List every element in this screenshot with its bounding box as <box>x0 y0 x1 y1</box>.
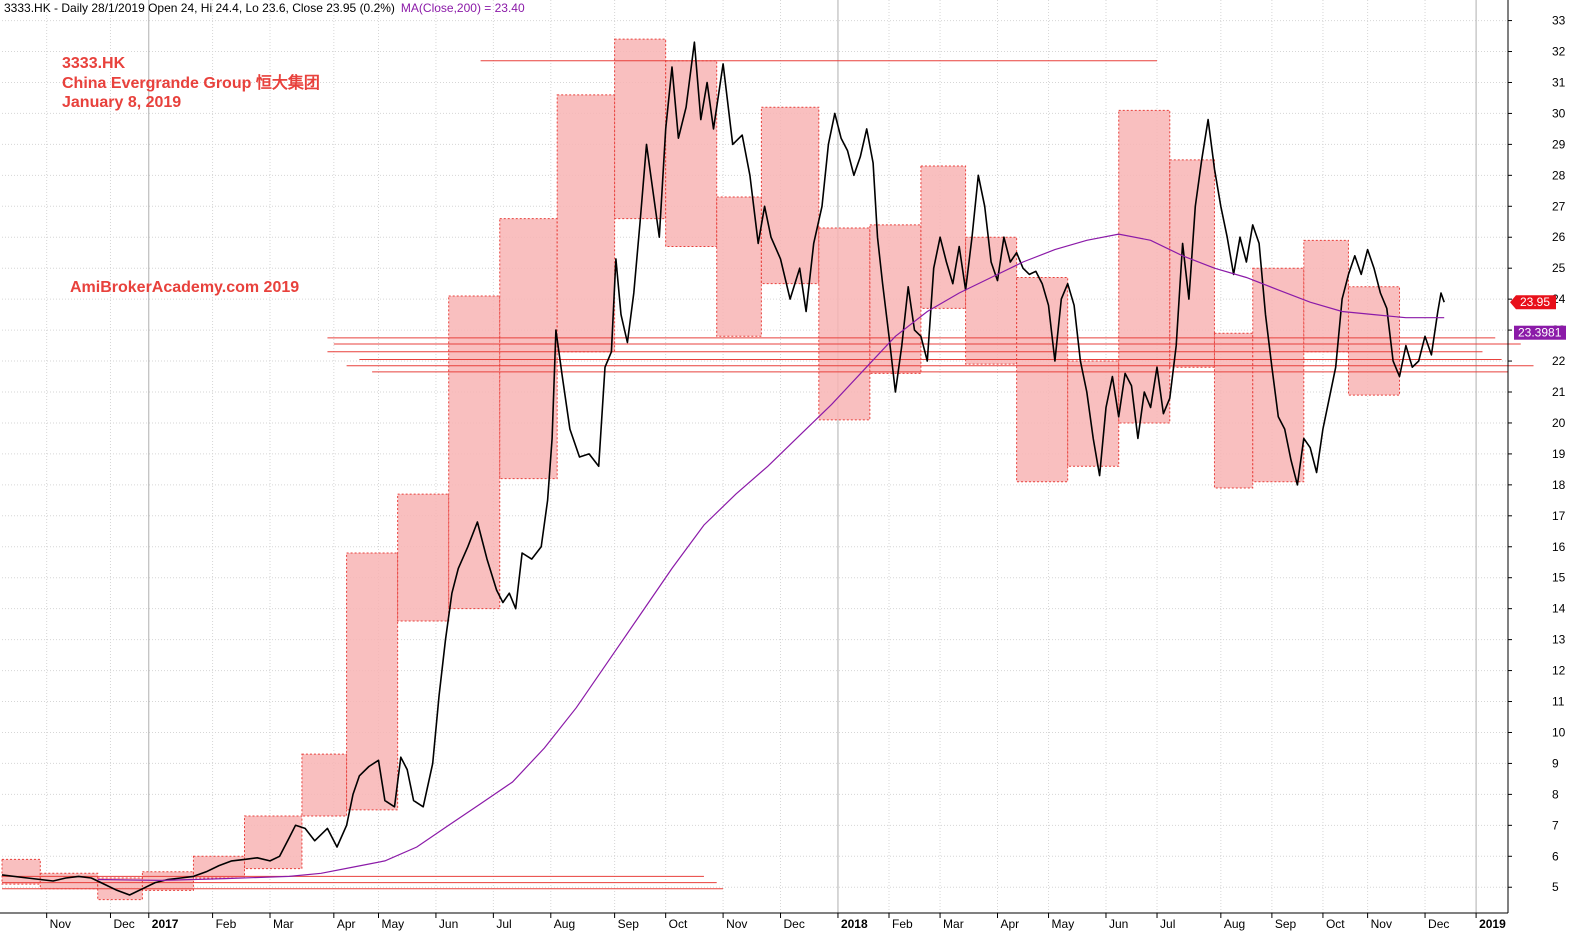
range-box <box>920 165 967 309</box>
y-tick-label: 26 <box>1552 230 1566 244</box>
x-tick-label: Dec <box>784 917 805 931</box>
y-tick-label: 16 <box>1552 540 1566 554</box>
range-box <box>556 94 616 353</box>
x-tick-label: Dec <box>1428 917 1449 931</box>
x-tick-label: May <box>382 917 405 931</box>
range-box <box>141 871 194 891</box>
price-badges: 23.95 23.3981 <box>1510 295 1566 340</box>
y-tick-label: 12 <box>1552 664 1566 678</box>
range-box <box>614 38 667 220</box>
x-tick-year-label: 2019 <box>1479 917 1506 931</box>
x-tick-label: Aug <box>1224 917 1245 931</box>
price-line <box>1 41 1445 896</box>
x-tick-label: Jul <box>496 917 511 931</box>
y-tick-label: 8 <box>1552 787 1559 801</box>
y-tick-label: 27 <box>1552 199 1566 213</box>
x-tick-label: Jul <box>1160 917 1175 931</box>
annotation-company: China Evergrande Group 恒大集团 <box>62 73 320 92</box>
x-tick-label: Sep <box>618 917 640 931</box>
axes <box>0 0 1509 914</box>
ma-value-badge <box>1514 325 1566 340</box>
range-box <box>1067 360 1120 467</box>
support-resistance-lines <box>2 60 1534 890</box>
x-tick-label: Nov <box>726 917 747 931</box>
range-box <box>716 196 762 337</box>
y-tick-label: 31 <box>1552 75 1566 89</box>
x-tick-label: Dec <box>113 917 134 931</box>
y-tick-label: 14 <box>1552 602 1566 616</box>
close-price-badge <box>1510 295 1556 310</box>
range-box <box>818 227 871 421</box>
annotation-date: January 8, 2019 <box>62 94 181 111</box>
range-box <box>448 295 501 610</box>
range-box <box>499 218 558 480</box>
y-tick-label: 15 <box>1552 571 1566 585</box>
y-tick-label: 18 <box>1552 478 1566 492</box>
x-tick-label: Jun <box>1109 917 1128 931</box>
x-tick-label: Mar <box>943 917 964 931</box>
x-tick-label: Nov <box>1371 917 1392 931</box>
range-box <box>243 815 303 870</box>
range-boxes <box>1 38 1401 901</box>
series-lines <box>1 41 1445 896</box>
x-tick-label: Feb <box>216 917 237 931</box>
y-tick-label: 17 <box>1552 509 1566 523</box>
range-box <box>869 224 922 374</box>
y-tick-label: 32 <box>1552 45 1566 59</box>
y-tick-label: 13 <box>1552 633 1566 647</box>
y-tick-label: 9 <box>1552 756 1559 770</box>
range-box <box>1016 276 1069 483</box>
header-symbol-line: 3333.HK - Daily 28/1/2019 Open 24, Hi 24… <box>4 1 395 15</box>
y-tick-label: 30 <box>1552 106 1566 120</box>
x-tick-label: Oct <box>669 917 688 931</box>
y-tick-label: 22 <box>1552 354 1566 368</box>
annotation-watermark: AmiBrokerAcademy.com 2019 <box>70 279 299 296</box>
range-box <box>346 552 399 811</box>
ma-value-badge-label: 23.3981 <box>1518 326 1562 340</box>
x-tick-label: Jun <box>439 917 458 931</box>
x-tick-label: Apr <box>337 917 356 931</box>
y-tick-label: 6 <box>1552 849 1559 863</box>
x-tick-label: Oct <box>1326 917 1345 931</box>
x-tick-labels: Nov Dec 2017 Feb Mar Apr May Jun Jul Aug Sep Oct Nov… <box>46 913 1506 931</box>
range-box <box>1303 239 1349 353</box>
y-tick-label: 10 <box>1552 725 1566 739</box>
close-price-badge-label: 23.95 <box>1520 295 1550 309</box>
range-box <box>1213 332 1254 489</box>
x-tick-label: Sep <box>1275 917 1297 931</box>
annotation-ticker: 3333.HK <box>62 55 126 72</box>
y-tick-label: 19 <box>1552 447 1566 461</box>
x-tick-label: Aug <box>554 917 575 931</box>
x-tick-label: Apr <box>1000 917 1019 931</box>
y-tick-label: 25 <box>1552 261 1566 275</box>
x-tick-label: Nov <box>50 917 71 931</box>
range-box <box>760 106 820 285</box>
x-tick-label: Mar <box>273 917 294 931</box>
ma-line <box>97 233 1445 882</box>
x-tick-year-label: 2018 <box>841 917 868 931</box>
range-box <box>301 753 348 817</box>
y-tick-label: 21 <box>1552 385 1566 399</box>
header-ma-line: MA(Close,200) = 23.40 <box>401 1 525 15</box>
range-box <box>1252 267 1305 483</box>
x-tick-label: Feb <box>892 917 913 931</box>
range-box <box>1 858 41 885</box>
y-tick-label: 33 <box>1552 14 1566 28</box>
y-tick-label: 29 <box>1552 137 1566 151</box>
range-box <box>1118 109 1171 424</box>
y-tick-labels: 5678910111213141516171819202122232425262… <box>1508 14 1566 894</box>
y-tick-label: 28 <box>1552 168 1566 182</box>
y-tick-label: 20 <box>1552 416 1566 430</box>
y-tick-label: 7 <box>1552 818 1559 832</box>
x-tick-year-label: 2017 <box>152 917 179 931</box>
y-tick-label: 5 <box>1552 880 1559 894</box>
range-box <box>397 493 450 622</box>
range-box <box>1347 286 1401 396</box>
x-tick-label: May <box>1052 917 1075 931</box>
y-tick-label: 11 <box>1552 695 1565 709</box>
